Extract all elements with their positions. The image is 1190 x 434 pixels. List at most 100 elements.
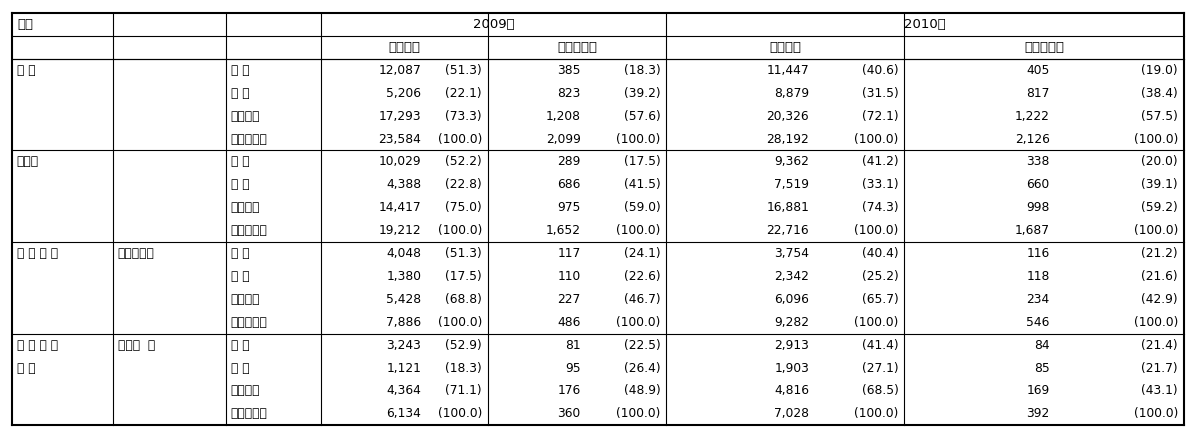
- Text: (100.0): (100.0): [616, 316, 660, 329]
- Text: 분석대상자: 분석대상자: [231, 132, 268, 145]
- Text: (48.9): (48.9): [624, 385, 660, 398]
- Text: 7,519: 7,519: [775, 178, 809, 191]
- Text: 81: 81: [565, 339, 581, 352]
- Text: (100.0): (100.0): [1134, 316, 1178, 329]
- Text: 2,099: 2,099: [546, 132, 581, 145]
- Text: (65.7): (65.7): [862, 293, 898, 306]
- Text: (39.1): (39.1): [1141, 178, 1178, 191]
- Text: 7,886: 7,886: [386, 316, 421, 329]
- Text: 95: 95: [565, 362, 581, 375]
- Text: (100.0): (100.0): [854, 316, 898, 329]
- Text: (21.6): (21.6): [1141, 270, 1178, 283]
- Text: 치료성공: 치료성공: [231, 385, 261, 398]
- Text: 9,282: 9,282: [775, 316, 809, 329]
- Text: (20.0): (20.0): [1141, 155, 1178, 168]
- Text: 84: 84: [1034, 339, 1050, 352]
- Text: 5,206: 5,206: [387, 87, 421, 100]
- Text: 완 료: 완 료: [231, 178, 250, 191]
- Text: 구분: 구분: [18, 18, 33, 31]
- Text: 169: 169: [1027, 385, 1050, 398]
- Text: (46.7): (46.7): [624, 293, 660, 306]
- Text: (43.1): (43.1): [1141, 385, 1178, 398]
- Text: (41.4): (41.4): [862, 339, 898, 352]
- Text: 1,380: 1,380: [387, 270, 421, 283]
- Text: 4,364: 4,364: [387, 385, 421, 398]
- Text: 392: 392: [1027, 408, 1050, 421]
- Text: (71.1): (71.1): [445, 385, 482, 398]
- Text: 85: 85: [1034, 362, 1050, 375]
- Text: 도 말 양 성: 도 말 양 성: [17, 247, 58, 260]
- Text: (22.1): (22.1): [445, 87, 482, 100]
- Text: (21.7): (21.7): [1141, 362, 1178, 375]
- Text: (59.2): (59.2): [1141, 201, 1178, 214]
- Text: (40.6): (40.6): [862, 64, 898, 77]
- Text: (68.8): (68.8): [445, 293, 482, 306]
- Text: (25.2): (25.2): [862, 270, 898, 283]
- Text: 385: 385: [557, 64, 581, 77]
- Text: (100.0): (100.0): [438, 132, 482, 145]
- Text: 817: 817: [1027, 87, 1050, 100]
- Text: 17,293: 17,293: [378, 110, 421, 122]
- Text: 참여환자: 참여환자: [389, 41, 420, 54]
- Text: (22.6): (22.6): [624, 270, 660, 283]
- Text: 비참여환자: 비참여환자: [557, 41, 597, 54]
- Text: 6,096: 6,096: [775, 293, 809, 306]
- Text: 완 치: 완 치: [231, 64, 250, 77]
- Text: 4,388: 4,388: [386, 178, 421, 191]
- Text: (18.3): (18.3): [445, 362, 482, 375]
- Text: (22.5): (22.5): [624, 339, 660, 352]
- Text: 338: 338: [1027, 155, 1050, 168]
- Text: (17.5): (17.5): [624, 155, 660, 168]
- Text: (75.0): (75.0): [445, 201, 482, 214]
- Text: 2,342: 2,342: [775, 270, 809, 283]
- Text: 1,652: 1,652: [546, 224, 581, 237]
- Text: (42.9): (42.9): [1141, 293, 1178, 306]
- Text: 1,222: 1,222: [1015, 110, 1050, 122]
- Text: 176: 176: [557, 385, 581, 398]
- Text: 19,212: 19,212: [378, 224, 421, 237]
- Text: 12,087: 12,087: [378, 64, 421, 77]
- Text: (41.2): (41.2): [862, 155, 898, 168]
- Text: 10,029: 10,029: [378, 155, 421, 168]
- Text: 116: 116: [1027, 247, 1050, 260]
- Text: (38.4): (38.4): [1141, 87, 1178, 100]
- Text: (24.1): (24.1): [624, 247, 660, 260]
- Text: (18.3): (18.3): [624, 64, 660, 77]
- Text: 486: 486: [557, 316, 581, 329]
- Text: 22,716: 22,716: [766, 224, 809, 237]
- Text: 234: 234: [1027, 293, 1050, 306]
- Text: (100.0): (100.0): [616, 408, 660, 421]
- Text: 3,754: 3,754: [775, 247, 809, 260]
- Text: (21.2): (21.2): [1141, 247, 1178, 260]
- Text: (100.0): (100.0): [438, 224, 482, 237]
- Text: 16,881: 16,881: [766, 201, 809, 214]
- Text: 2,913: 2,913: [775, 339, 809, 352]
- Text: 4,816: 4,816: [775, 385, 809, 398]
- Text: (31.5): (31.5): [862, 87, 898, 100]
- Text: 4,048: 4,048: [387, 247, 421, 260]
- Text: 전 체: 전 체: [17, 64, 36, 77]
- Text: (51.3): (51.3): [445, 64, 482, 77]
- Text: 975: 975: [557, 201, 581, 214]
- Text: (17.5): (17.5): [445, 270, 482, 283]
- Text: 2009년: 2009년: [474, 18, 514, 31]
- Text: 환 자: 환 자: [17, 362, 36, 375]
- Text: 신환자: 신환자: [17, 155, 39, 168]
- Text: 9,362: 9,362: [775, 155, 809, 168]
- Text: 227: 227: [557, 293, 581, 306]
- Text: 완 료: 완 료: [231, 270, 250, 283]
- Text: (39.2): (39.2): [624, 87, 660, 100]
- Text: 20,326: 20,326: [766, 110, 809, 122]
- Text: (40.4): (40.4): [862, 247, 898, 260]
- Text: 118: 118: [1027, 270, 1050, 283]
- Text: (100.0): (100.0): [854, 132, 898, 145]
- Text: 5,428: 5,428: [386, 293, 421, 306]
- Text: (33.1): (33.1): [862, 178, 898, 191]
- Text: (100.0): (100.0): [854, 224, 898, 237]
- Text: 완 치: 완 치: [231, 339, 250, 352]
- Text: 1,208: 1,208: [546, 110, 581, 122]
- Text: 360: 360: [557, 408, 581, 421]
- Text: 참여환자: 참여환자: [770, 41, 801, 54]
- Text: (57.5): (57.5): [1141, 110, 1178, 122]
- Text: 치료성공: 치료성공: [231, 201, 261, 214]
